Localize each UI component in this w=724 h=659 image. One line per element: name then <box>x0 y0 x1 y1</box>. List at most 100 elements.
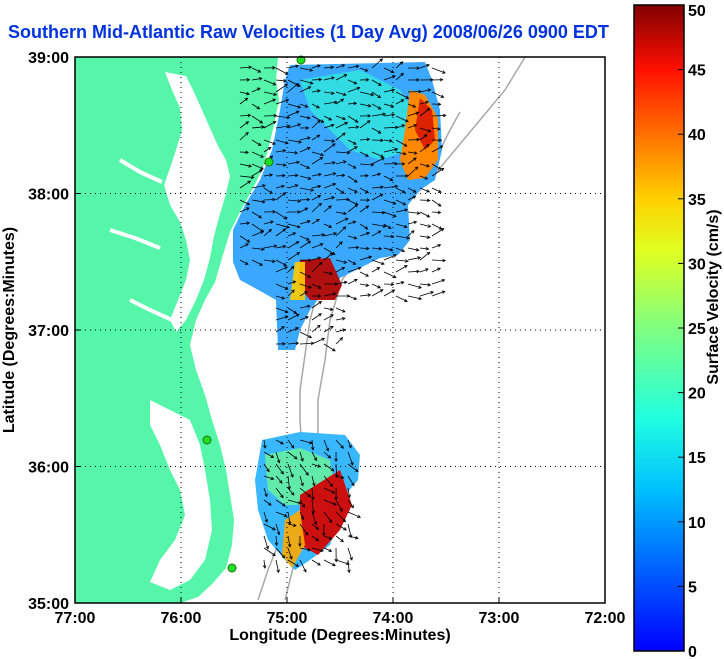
velocity-vector <box>275 499 286 507</box>
velocity-vector-head <box>261 247 265 251</box>
velocity-vector-head <box>389 177 394 181</box>
velocity-vector <box>287 547 293 560</box>
velocity-vector-head <box>341 173 346 178</box>
velocity-vector <box>395 281 404 285</box>
velocity-vector <box>407 91 422 93</box>
velocity-vector-head <box>289 555 293 560</box>
velocity-vector <box>395 139 408 147</box>
velocity-vector-head <box>328 519 333 524</box>
velocity-vector <box>299 291 308 297</box>
velocity-vector-head <box>320 152 325 157</box>
velocity-vector <box>299 547 311 551</box>
velocity-vector <box>431 67 446 74</box>
radar-station[interactable] <box>264 157 274 167</box>
velocity-vector-head <box>339 337 344 341</box>
velocity-vector <box>299 86 311 93</box>
velocity-vector <box>311 243 323 249</box>
velocity-vector-head <box>306 220 311 224</box>
velocity-vector <box>275 535 278 546</box>
velocity-vector <box>383 289 395 297</box>
velocity-vector <box>323 535 332 540</box>
velocity-vector <box>299 342 314 345</box>
velocity-vector <box>263 547 276 556</box>
velocity-vector <box>371 113 386 117</box>
velocity-vector <box>419 223 431 228</box>
velocity-vector-head <box>317 294 322 298</box>
velocity-vector <box>263 121 277 129</box>
velocity-vector <box>311 64 321 69</box>
velocity-vector-head <box>430 291 435 295</box>
velocity-vector-head <box>437 267 441 271</box>
velocity-vector-head <box>259 169 263 173</box>
velocity-vector-head <box>426 189 430 193</box>
velocity-vector <box>323 271 333 275</box>
velocity-vector-head <box>310 188 315 192</box>
velocity-vector <box>371 211 385 214</box>
velocity-vector-head <box>282 192 287 196</box>
velocity-vector-head <box>307 136 311 140</box>
velocity-vector <box>275 150 286 153</box>
velocity-vector <box>323 463 335 472</box>
velocity-vector <box>287 151 298 154</box>
velocity-vector-head <box>354 278 358 283</box>
velocity-vector <box>323 487 335 494</box>
velocity-vector-head <box>316 134 321 138</box>
velocity-vector-head <box>282 244 287 249</box>
grid-lines <box>75 57 605 603</box>
velocity-vector-head <box>341 64 346 68</box>
velocity-vector <box>419 247 429 250</box>
velocity-vector <box>299 511 304 520</box>
velocity-vector-head <box>382 112 387 117</box>
velocity-vector <box>419 291 434 297</box>
velocity-vector <box>383 67 394 73</box>
velocity-vector-head <box>342 92 347 97</box>
velocity-vector <box>323 293 336 297</box>
velocity-vector <box>347 451 354 466</box>
radar-station[interactable] <box>202 435 212 445</box>
radar-station[interactable] <box>296 55 306 65</box>
velocity-vector <box>335 439 344 449</box>
velocity-vector <box>299 316 309 321</box>
velocity-vector <box>347 126 359 129</box>
velocity-vector <box>311 451 317 461</box>
velocity-vector-head <box>317 119 321 124</box>
colorbar-tick-label: 25 <box>688 321 706 338</box>
velocity-vector-head <box>437 243 442 248</box>
velocity-vector-head <box>297 501 302 505</box>
velocity-vector-head <box>295 563 300 567</box>
velocity-vector-head <box>437 210 442 215</box>
velocity-vector <box>299 331 312 338</box>
velocity-vector <box>347 511 361 518</box>
velocity-vector-head <box>332 562 336 567</box>
velocity-vector-head <box>332 348 336 352</box>
velocity-vector <box>371 193 383 201</box>
velocity-vector <box>347 279 358 285</box>
velocity-vector-head <box>399 61 404 65</box>
velocity-vector <box>335 211 347 215</box>
velocity-vector-head <box>306 197 311 202</box>
velocity-vector-head <box>300 516 305 521</box>
velocity-vector-head <box>272 121 277 125</box>
velocity-vector <box>287 280 296 285</box>
velocity-vector-head <box>437 203 442 207</box>
velocity-vector <box>323 232 337 237</box>
colorbar <box>633 4 685 652</box>
radar-station[interactable] <box>227 563 237 573</box>
velocity-vector-head <box>342 226 347 230</box>
velocity-vector <box>347 559 350 573</box>
velocity-vector <box>275 228 286 237</box>
velocity-vector-head <box>366 231 370 236</box>
velocity-vector-head <box>321 337 326 342</box>
velocity-vector-head <box>273 92 278 96</box>
velocity-vector <box>419 108 430 117</box>
velocity-vector-head <box>307 240 312 245</box>
velocity-vector-head <box>425 246 430 251</box>
velocity-vector-head <box>276 531 281 536</box>
velocity-vector-head <box>406 236 411 240</box>
velocity-vector <box>251 77 262 81</box>
velocity-vector <box>407 270 420 273</box>
velocity-vector <box>299 163 310 169</box>
velocity-vector-head <box>353 296 358 301</box>
velocity-vector <box>347 267 361 273</box>
velocity-vector <box>407 247 419 251</box>
